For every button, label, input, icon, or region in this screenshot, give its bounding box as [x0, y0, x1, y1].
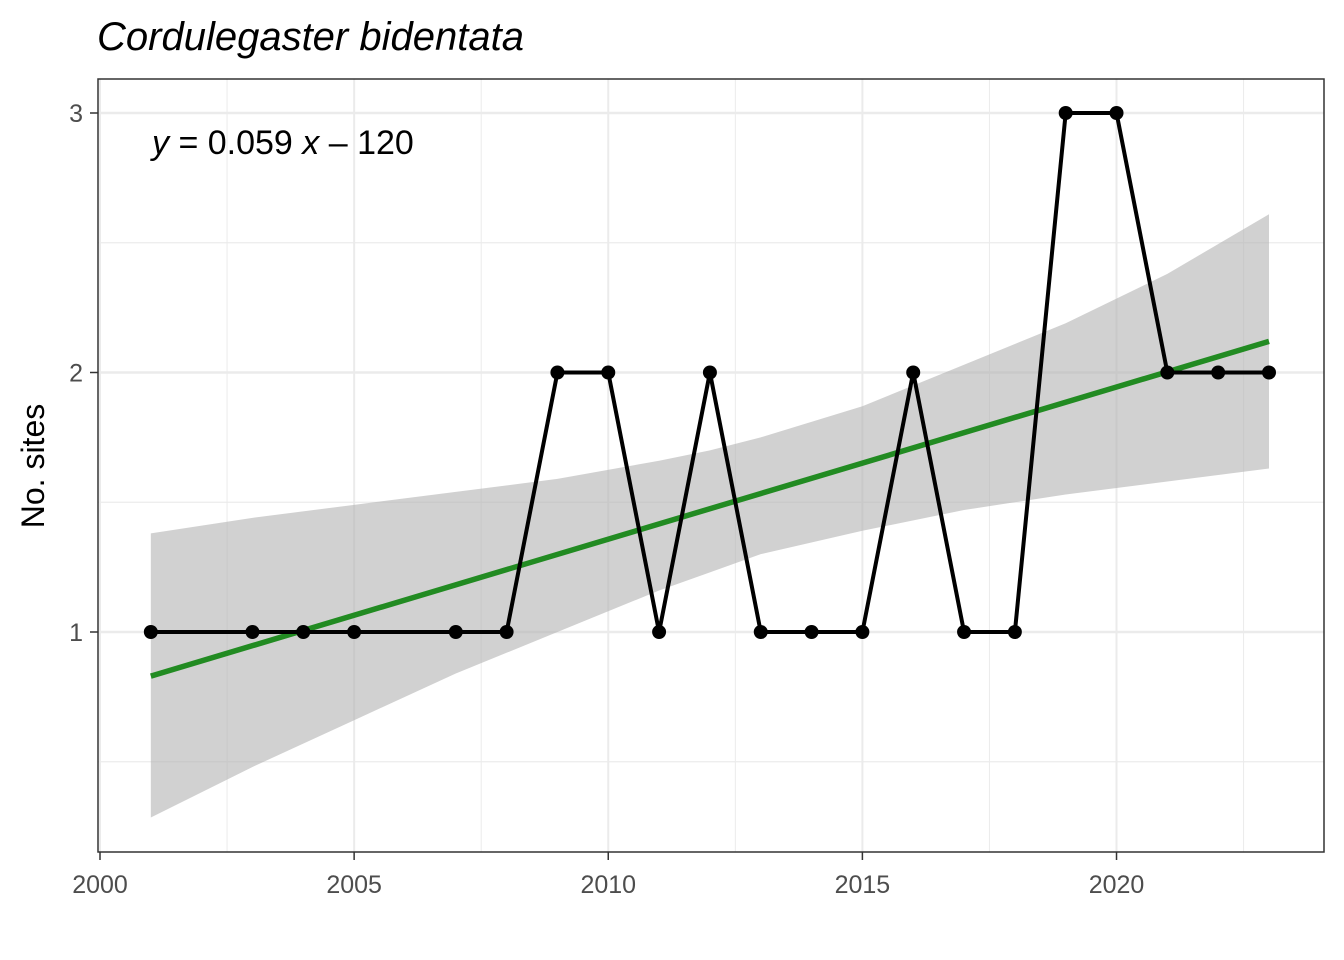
data-point	[1160, 365, 1175, 380]
data-point	[652, 625, 667, 639]
x-tick-label: 2005	[326, 871, 382, 899]
data-point	[245, 625, 260, 639]
data-point	[906, 365, 921, 380]
data-point	[804, 625, 819, 639]
data-point	[448, 625, 463, 639]
y-tick-label: 3	[69, 100, 83, 128]
data-point	[347, 625, 362, 639]
x-axis: 2000 2005 2010 2015 2020	[72, 852, 1144, 899]
data-point	[753, 625, 768, 639]
x-tick-label: 2015	[835, 871, 891, 899]
equation-y-var: y	[150, 124, 171, 162]
regression-equation: y = 0.059 x – 120	[150, 124, 414, 162]
x-tick-label: 2020	[1089, 871, 1145, 899]
confidence-band-layer	[150, 214, 1270, 818]
data-point	[296, 625, 311, 639]
data-point	[499, 625, 514, 639]
data-point	[601, 365, 616, 380]
y-axis: 1 2 3	[69, 100, 98, 647]
data-point	[1262, 365, 1276, 380]
data-point	[702, 365, 717, 380]
y-tick-label: 2	[69, 360, 83, 388]
points-layer	[143, 106, 1276, 639]
data-point	[957, 625, 972, 639]
equation-intercept: – 120	[319, 124, 414, 162]
y-axis-label: No. sites	[15, 404, 51, 528]
x-tick-label: 2000	[72, 871, 128, 899]
data-point	[1007, 625, 1022, 639]
data-point	[1211, 365, 1226, 380]
fit-layer	[150, 338, 1270, 679]
equation-x-var: x	[300, 124, 320, 162]
chart-title: Cordulegaster bidentata	[97, 15, 524, 59]
data-point	[143, 625, 158, 639]
regression-line	[150, 338, 1270, 679]
panel-border	[97, 78, 1325, 853]
data-point	[1109, 106, 1124, 120]
confidence-band	[150, 214, 1270, 818]
data-point	[550, 365, 565, 380]
data-point	[1058, 106, 1073, 120]
y-tick-label: 1	[69, 619, 83, 647]
equation-slope: = 0.059	[169, 124, 302, 162]
x-tick-label: 2010	[580, 871, 636, 899]
data-point	[855, 625, 870, 639]
